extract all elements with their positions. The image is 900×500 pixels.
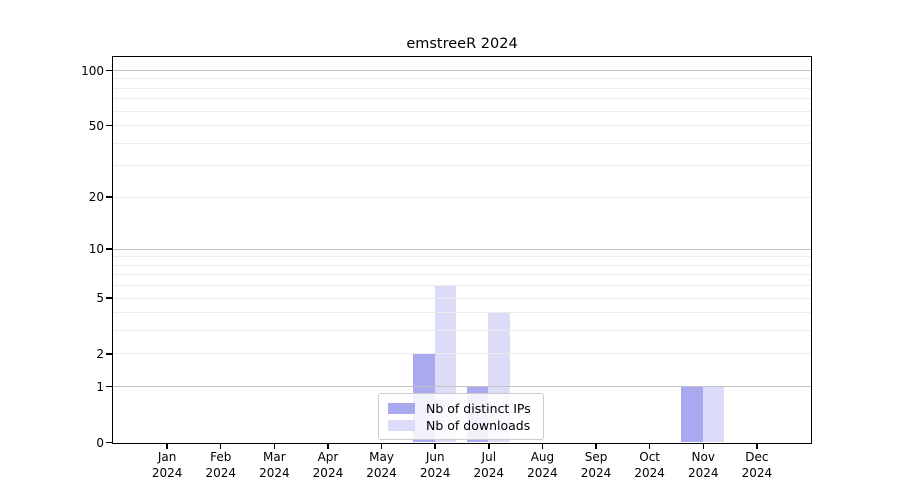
y-tick-label-100: 100 — [81, 63, 104, 78]
legend-rows: Nb of distinct IPs Nb of downloads — [388, 400, 534, 434]
x-tick-mark-oct — [648, 444, 651, 449]
chart-title: emstreeR 2024 — [406, 36, 518, 52]
gridline-30 — [113, 165, 811, 167]
gridline-1 — [113, 386, 811, 388]
y-tick-mark-10 — [106, 248, 112, 250]
x-tick-label-feb: Feb 2024 — [205, 450, 236, 480]
x-tick-label-nov: Nov 2024 — [687, 450, 719, 480]
x-tick-label-apr: Apr 2024 — [312, 450, 344, 480]
y-tick-label-1: 1 — [96, 379, 104, 394]
y-tick-label-20: 20 — [88, 190, 104, 205]
gridline-20 — [113, 196, 811, 198]
gridline-9 — [113, 256, 811, 258]
legend-swatch-distinct-ips — [388, 403, 415, 414]
x-tick-mark-may — [380, 444, 383, 449]
x-tick-label-dec: Dec 2024 — [741, 450, 773, 480]
y-tick-label-10: 10 — [88, 242, 104, 257]
gridline-80 — [113, 87, 811, 89]
x-tick-label-mar: Mar 2024 — [259, 450, 290, 480]
gridline-4 — [113, 312, 811, 314]
x-tick-mark-nov — [702, 444, 705, 449]
x-tick-mark-apr — [327, 444, 329, 449]
y-tick-mark-5 — [106, 297, 112, 299]
y-tick-mark-2 — [106, 353, 112, 355]
x-tick-mark-sep — [595, 444, 597, 449]
x-tick-label-oct: Oct 2024 — [634, 450, 665, 480]
x-tick-label-jan: Jan 2024 — [151, 450, 183, 480]
y-tick-mark-50 — [106, 124, 112, 127]
gridline-60 — [113, 110, 811, 112]
y-tick-mark-100 — [106, 69, 112, 72]
x-tick-label-may: May 2024 — [366, 450, 397, 480]
gridline-6 — [113, 285, 811, 287]
y-tick-label-0: 0 — [96, 435, 104, 450]
x-tick-mark-dec — [756, 444, 758, 449]
legend-item-distinct-ips: Nb of distinct IPs — [388, 400, 534, 417]
bar-distinct-ips-nov — [681, 386, 703, 442]
y-tick-label-2: 2 — [96, 346, 104, 361]
x-tick-label-aug: Aug 2024 — [527, 450, 558, 480]
gridline-50 — [113, 125, 811, 127]
x-tick-mark-mar — [273, 444, 276, 449]
gridline-5 — [113, 297, 811, 299]
y-tick-mark-0 — [106, 441, 112, 444]
gridline-10 — [113, 248, 811, 250]
gridline-2 — [113, 353, 811, 355]
y-tick-mark-20 — [106, 196, 112, 198]
plot-area — [112, 56, 812, 444]
legend-item-downloads: Nb of downloads — [388, 417, 534, 434]
gridline-100 — [113, 70, 811, 71]
x-tick-mark-jul — [488, 444, 490, 449]
legend-label: Nb of distinct IPs — [426, 401, 531, 416]
bar-downloads-nov — [702, 386, 725, 442]
gridline-90 — [113, 78, 811, 80]
gridline-7 — [113, 274, 811, 276]
legend-swatch-downloads — [388, 420, 415, 431]
gridline-8 — [113, 264, 811, 266]
legend: Nb of distinct IPs Nb of downloads — [378, 393, 544, 440]
y-tick-label-50: 50 — [88, 118, 104, 133]
gridline-3 — [113, 330, 811, 332]
gridline-40 — [113, 142, 811, 144]
x-tick-label-sep: Sep 2024 — [580, 450, 612, 480]
legend-label: Nb of downloads — [426, 418, 531, 433]
x-tick-label-jun: Jun 2024 — [419, 450, 451, 480]
x-tick-label-jul: Jul 2024 — [473, 450, 505, 480]
y-tick-mark-1 — [106, 385, 112, 388]
x-tick-mark-feb — [219, 444, 222, 449]
x-tick-mark-aug — [541, 444, 544, 449]
x-tick-mark-jun — [434, 444, 436, 449]
y-tick-label-5: 5 — [96, 291, 104, 306]
x-tick-mark-jan — [166, 444, 168, 449]
gridline-70 — [113, 98, 811, 100]
